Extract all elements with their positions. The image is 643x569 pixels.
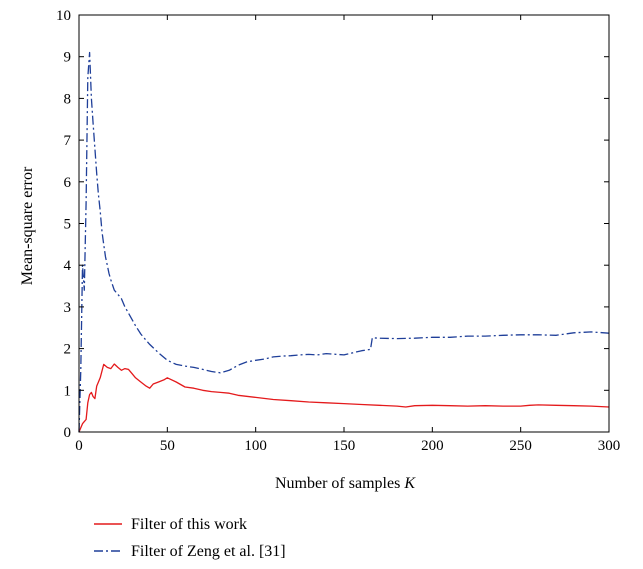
x-tick-label: 150	[333, 438, 356, 454]
y-tick-label: 1	[64, 383, 72, 399]
series-line-1	[78, 51, 610, 433]
legend: Filter of this work Filter of Zeng et al…	[94, 516, 286, 560]
y-tick-label: 4	[64, 258, 72, 274]
series-line-0	[78, 363, 610, 433]
x-tick-label: 100	[244, 438, 267, 454]
plot-background	[79, 15, 609, 432]
tick-labels: 0 50 100 150 200 250 300 0 1 2 3 4 5 6 7 8 9 10	[56, 8, 620, 454]
x-axis-title: Number of samples K	[275, 475, 416, 492]
y-tick-label: 3	[64, 300, 72, 316]
y-tick-label: 9	[64, 50, 72, 66]
y-tick-label: 6	[64, 175, 72, 191]
y-tick-label: 7	[64, 133, 72, 149]
legend-label-this-work: Filter of this work	[131, 516, 247, 533]
y-tick-label: 2	[64, 342, 72, 358]
x-tick-label: 50	[160, 438, 175, 454]
x-tick-label: 250	[509, 438, 532, 454]
x-tick-label: 0	[75, 438, 83, 454]
y-tick-label: 0	[64, 425, 72, 441]
x-tick-label: 300	[598, 438, 621, 454]
series-layer	[78, 51, 610, 433]
plot-area	[79, 15, 609, 432]
y-tick-label: 10	[56, 8, 71, 24]
legend-label-zeng: Filter of Zeng et al. [31]	[131, 543, 286, 560]
y-axis-title: Mean-square error	[19, 166, 36, 285]
y-tick-label: 5	[64, 217, 72, 233]
y-tick-label: 8	[64, 91, 72, 107]
x-tick-label: 200	[421, 438, 444, 454]
axes	[78, 14, 610, 433]
